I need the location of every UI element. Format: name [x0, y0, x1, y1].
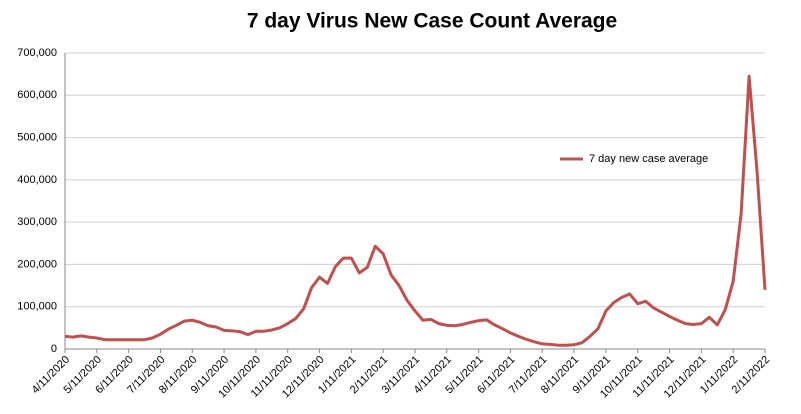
chart-title: 7 day Virus New Case Count Average — [247, 10, 617, 33]
data-line — [64, 74, 767, 347]
legend-label: 7 day new case average — [589, 153, 708, 165]
y-tick-label: 700,000 — [17, 47, 57, 59]
y-tick-label: 400,000 — [17, 174, 57, 186]
y-tick-label: 300,000 — [17, 216, 57, 228]
y-tick-label: 500,000 — [17, 131, 57, 143]
y-tick-label: 600,000 — [17, 89, 57, 101]
y-tick-label: 200,000 — [17, 258, 57, 270]
y-tick-label: 0 — [51, 343, 57, 355]
y-tick-label: 100,000 — [17, 301, 57, 313]
